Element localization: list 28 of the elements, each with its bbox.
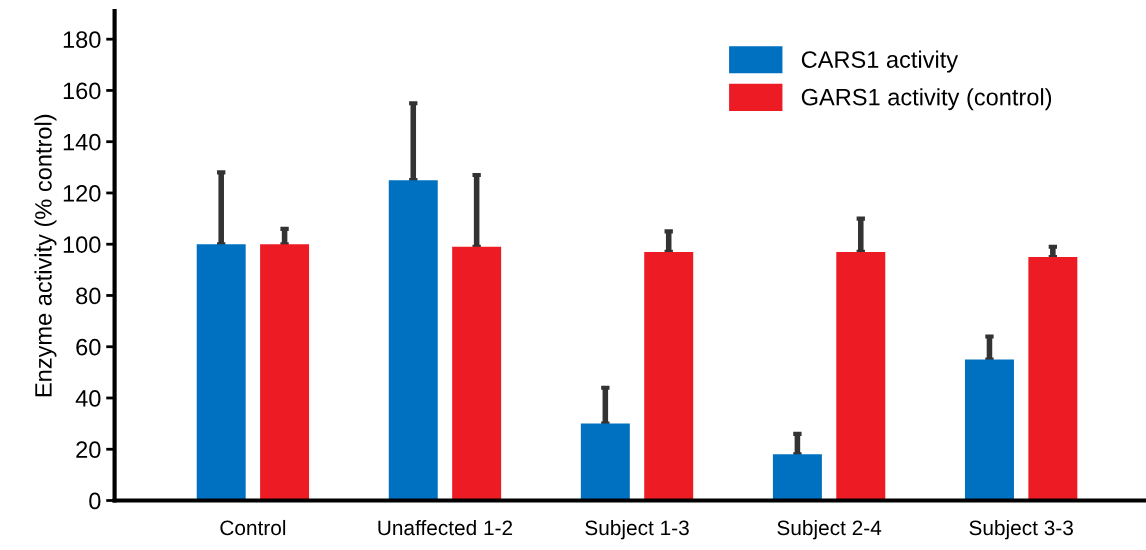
bar xyxy=(580,423,630,501)
y-tick-label: 80 xyxy=(76,287,101,305)
y-tick-label: 140 xyxy=(63,133,101,151)
bar xyxy=(388,180,438,501)
y-tick-label: 180 xyxy=(63,31,101,48)
bar xyxy=(260,244,310,501)
x-tick-label: Subject 3-3 xyxy=(969,519,1073,540)
bar xyxy=(964,359,1014,501)
y-tick-label: 0 xyxy=(89,492,101,510)
x-tick-label: Subject 2-4 xyxy=(777,519,882,540)
y-tick-label: 60 xyxy=(76,338,101,356)
bar xyxy=(1028,257,1078,501)
y-tick-label: 40 xyxy=(75,390,101,407)
legend-label: GARS1 activity (control) xyxy=(801,88,1052,111)
y-tick-label: 100 xyxy=(63,236,101,254)
bar xyxy=(644,251,694,501)
x-tick-label: Unaffected 1-2 xyxy=(378,519,513,536)
x-tick-label: Subject 1-3 xyxy=(585,519,689,540)
bar xyxy=(772,454,822,501)
x-tick-label: Control xyxy=(220,519,286,536)
bar xyxy=(836,251,886,501)
y-axis-title: Enzyme activity (% control) xyxy=(34,114,57,397)
bar xyxy=(196,244,246,501)
y-tick-label: 160 xyxy=(63,82,101,100)
bar xyxy=(452,246,502,501)
y-tick-label: 20 xyxy=(76,441,101,459)
y-tick-label: 120 xyxy=(63,185,101,202)
legend-label: CARS1 activity xyxy=(801,50,959,73)
